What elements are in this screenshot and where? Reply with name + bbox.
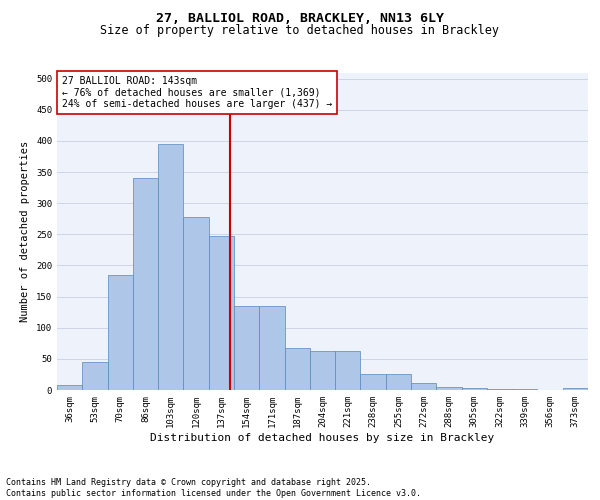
Text: Size of property relative to detached houses in Brackley: Size of property relative to detached ho… bbox=[101, 24, 499, 37]
Bar bbox=[436, 387, 461, 390]
Bar bbox=[461, 388, 487, 390]
Bar bbox=[184, 217, 209, 390]
Bar bbox=[259, 306, 284, 390]
Bar bbox=[284, 348, 310, 390]
X-axis label: Distribution of detached houses by size in Brackley: Distribution of detached houses by size … bbox=[151, 432, 494, 442]
Bar bbox=[133, 178, 158, 390]
Text: Contains HM Land Registry data © Crown copyright and database right 2025.
Contai: Contains HM Land Registry data © Crown c… bbox=[6, 478, 421, 498]
Text: 27, BALLIOL ROAD, BRACKLEY, NN13 6LY: 27, BALLIOL ROAD, BRACKLEY, NN13 6LY bbox=[156, 12, 444, 26]
Bar bbox=[82, 362, 107, 390]
Bar bbox=[563, 388, 588, 390]
Text: 27 BALLIOL ROAD: 143sqm
← 76% of detached houses are smaller (1,369)
24% of semi: 27 BALLIOL ROAD: 143sqm ← 76% of detache… bbox=[62, 76, 332, 109]
Y-axis label: Number of detached properties: Number of detached properties bbox=[20, 140, 31, 322]
Bar bbox=[310, 352, 335, 390]
Bar bbox=[411, 383, 436, 390]
Bar bbox=[57, 385, 82, 390]
Bar bbox=[361, 374, 386, 390]
Bar bbox=[234, 306, 259, 390]
Bar bbox=[107, 275, 133, 390]
Bar bbox=[335, 352, 361, 390]
Bar bbox=[158, 144, 184, 390]
Bar bbox=[487, 389, 512, 390]
Bar bbox=[386, 374, 411, 390]
Bar bbox=[209, 236, 234, 390]
